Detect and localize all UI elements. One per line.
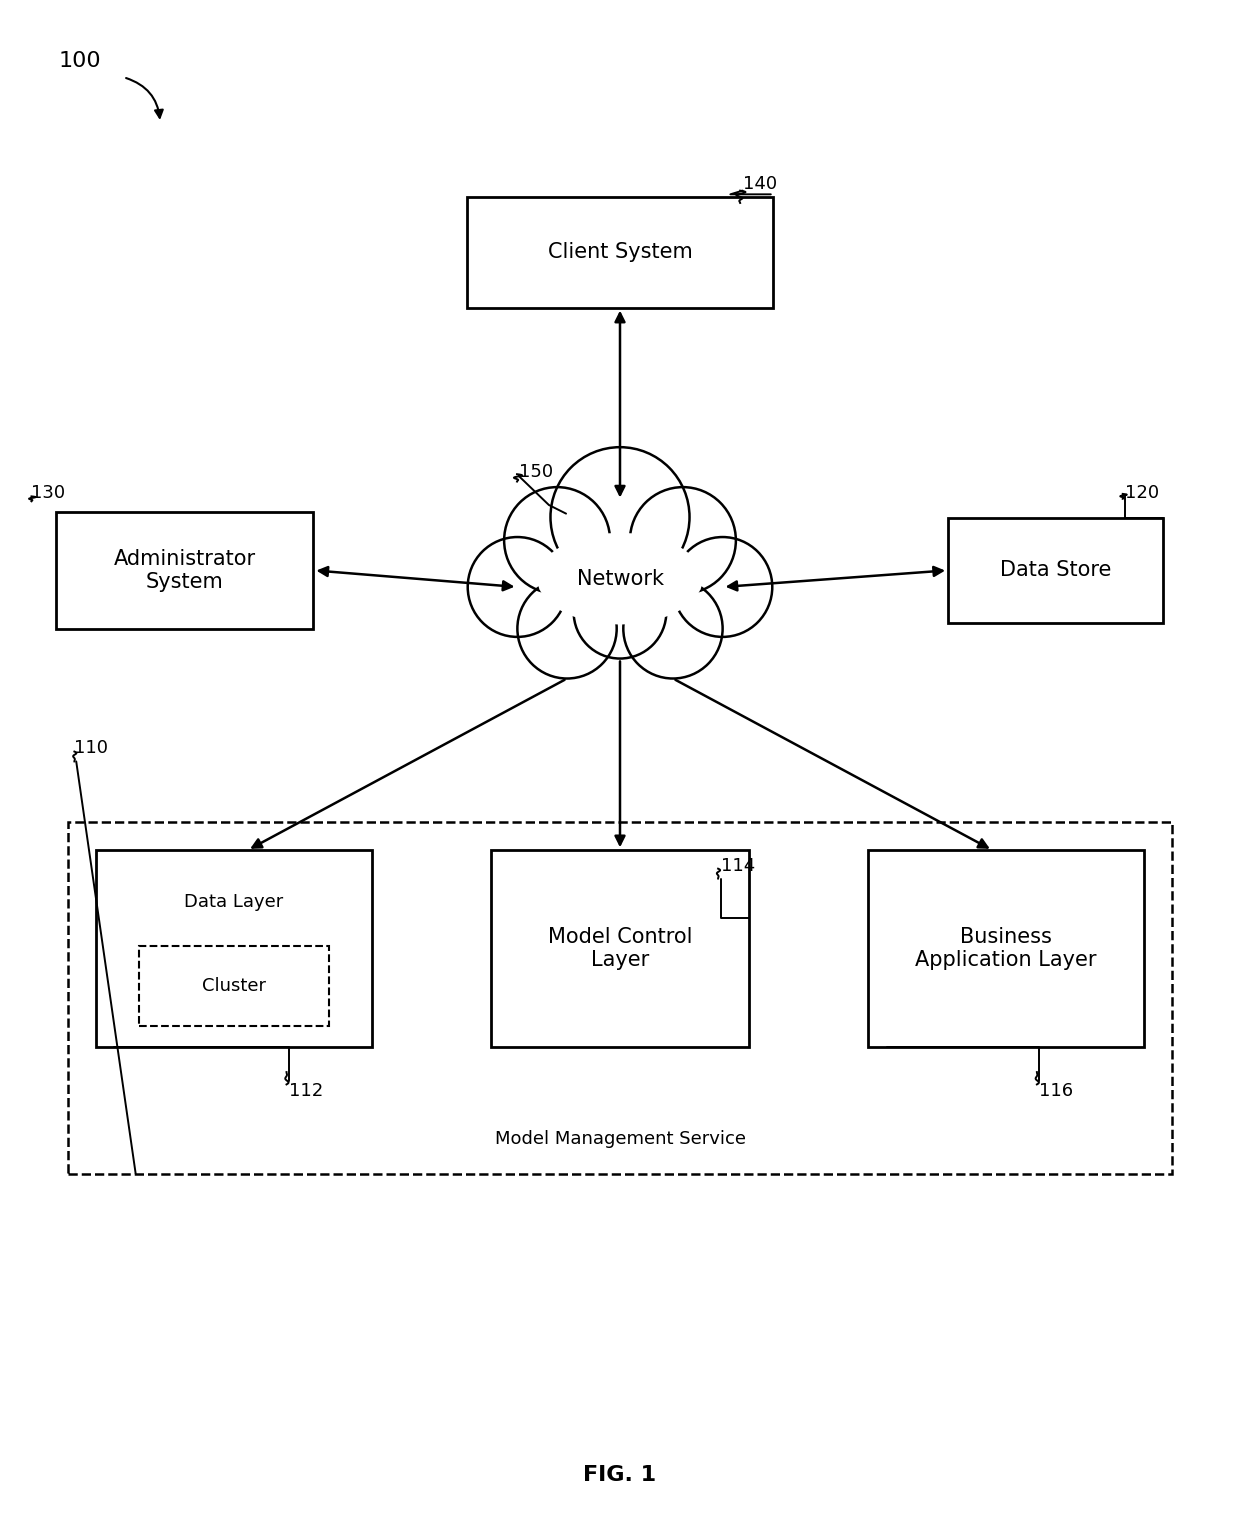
- Bar: [56, 512, 314, 628]
- Bar: [868, 850, 1145, 1047]
- Text: 114: 114: [720, 858, 755, 875]
- Text: FIG. 1: FIG. 1: [584, 1465, 656, 1485]
- Circle shape: [673, 537, 773, 638]
- Bar: [139, 946, 329, 1026]
- Text: Network: Network: [577, 569, 663, 589]
- Circle shape: [630, 488, 735, 593]
- Circle shape: [517, 578, 616, 679]
- Text: Client System: Client System: [548, 242, 692, 263]
- Text: 116: 116: [1039, 1081, 1074, 1099]
- Text: Data Store: Data Store: [999, 560, 1111, 581]
- Ellipse shape: [537, 534, 703, 624]
- Text: 110: 110: [74, 739, 108, 757]
- Circle shape: [467, 537, 567, 638]
- Circle shape: [624, 578, 723, 679]
- Ellipse shape: [529, 524, 711, 633]
- Text: 150: 150: [520, 463, 553, 480]
- Text: Administrator
System: Administrator System: [114, 549, 255, 592]
- Text: Data Layer: Data Layer: [185, 893, 284, 911]
- Text: 140: 140: [743, 176, 776, 194]
- Bar: [68, 823, 1172, 1174]
- Text: 100: 100: [58, 50, 102, 72]
- Text: Model Control
Layer: Model Control Layer: [548, 927, 692, 971]
- Text: 120: 120: [1125, 483, 1159, 502]
- Text: 112: 112: [289, 1081, 324, 1099]
- Text: Business
Application Layer: Business Application Layer: [915, 927, 1097, 971]
- Text: Model Management Service: Model Management Service: [495, 1130, 745, 1148]
- Text: 130: 130: [31, 483, 66, 502]
- Circle shape: [574, 566, 666, 659]
- Circle shape: [505, 488, 610, 593]
- Text: Cluster: Cluster: [202, 977, 265, 995]
- Bar: [491, 850, 749, 1047]
- Bar: [949, 518, 1163, 622]
- Circle shape: [551, 446, 689, 587]
- Bar: [466, 197, 774, 307]
- Bar: [95, 850, 372, 1047]
